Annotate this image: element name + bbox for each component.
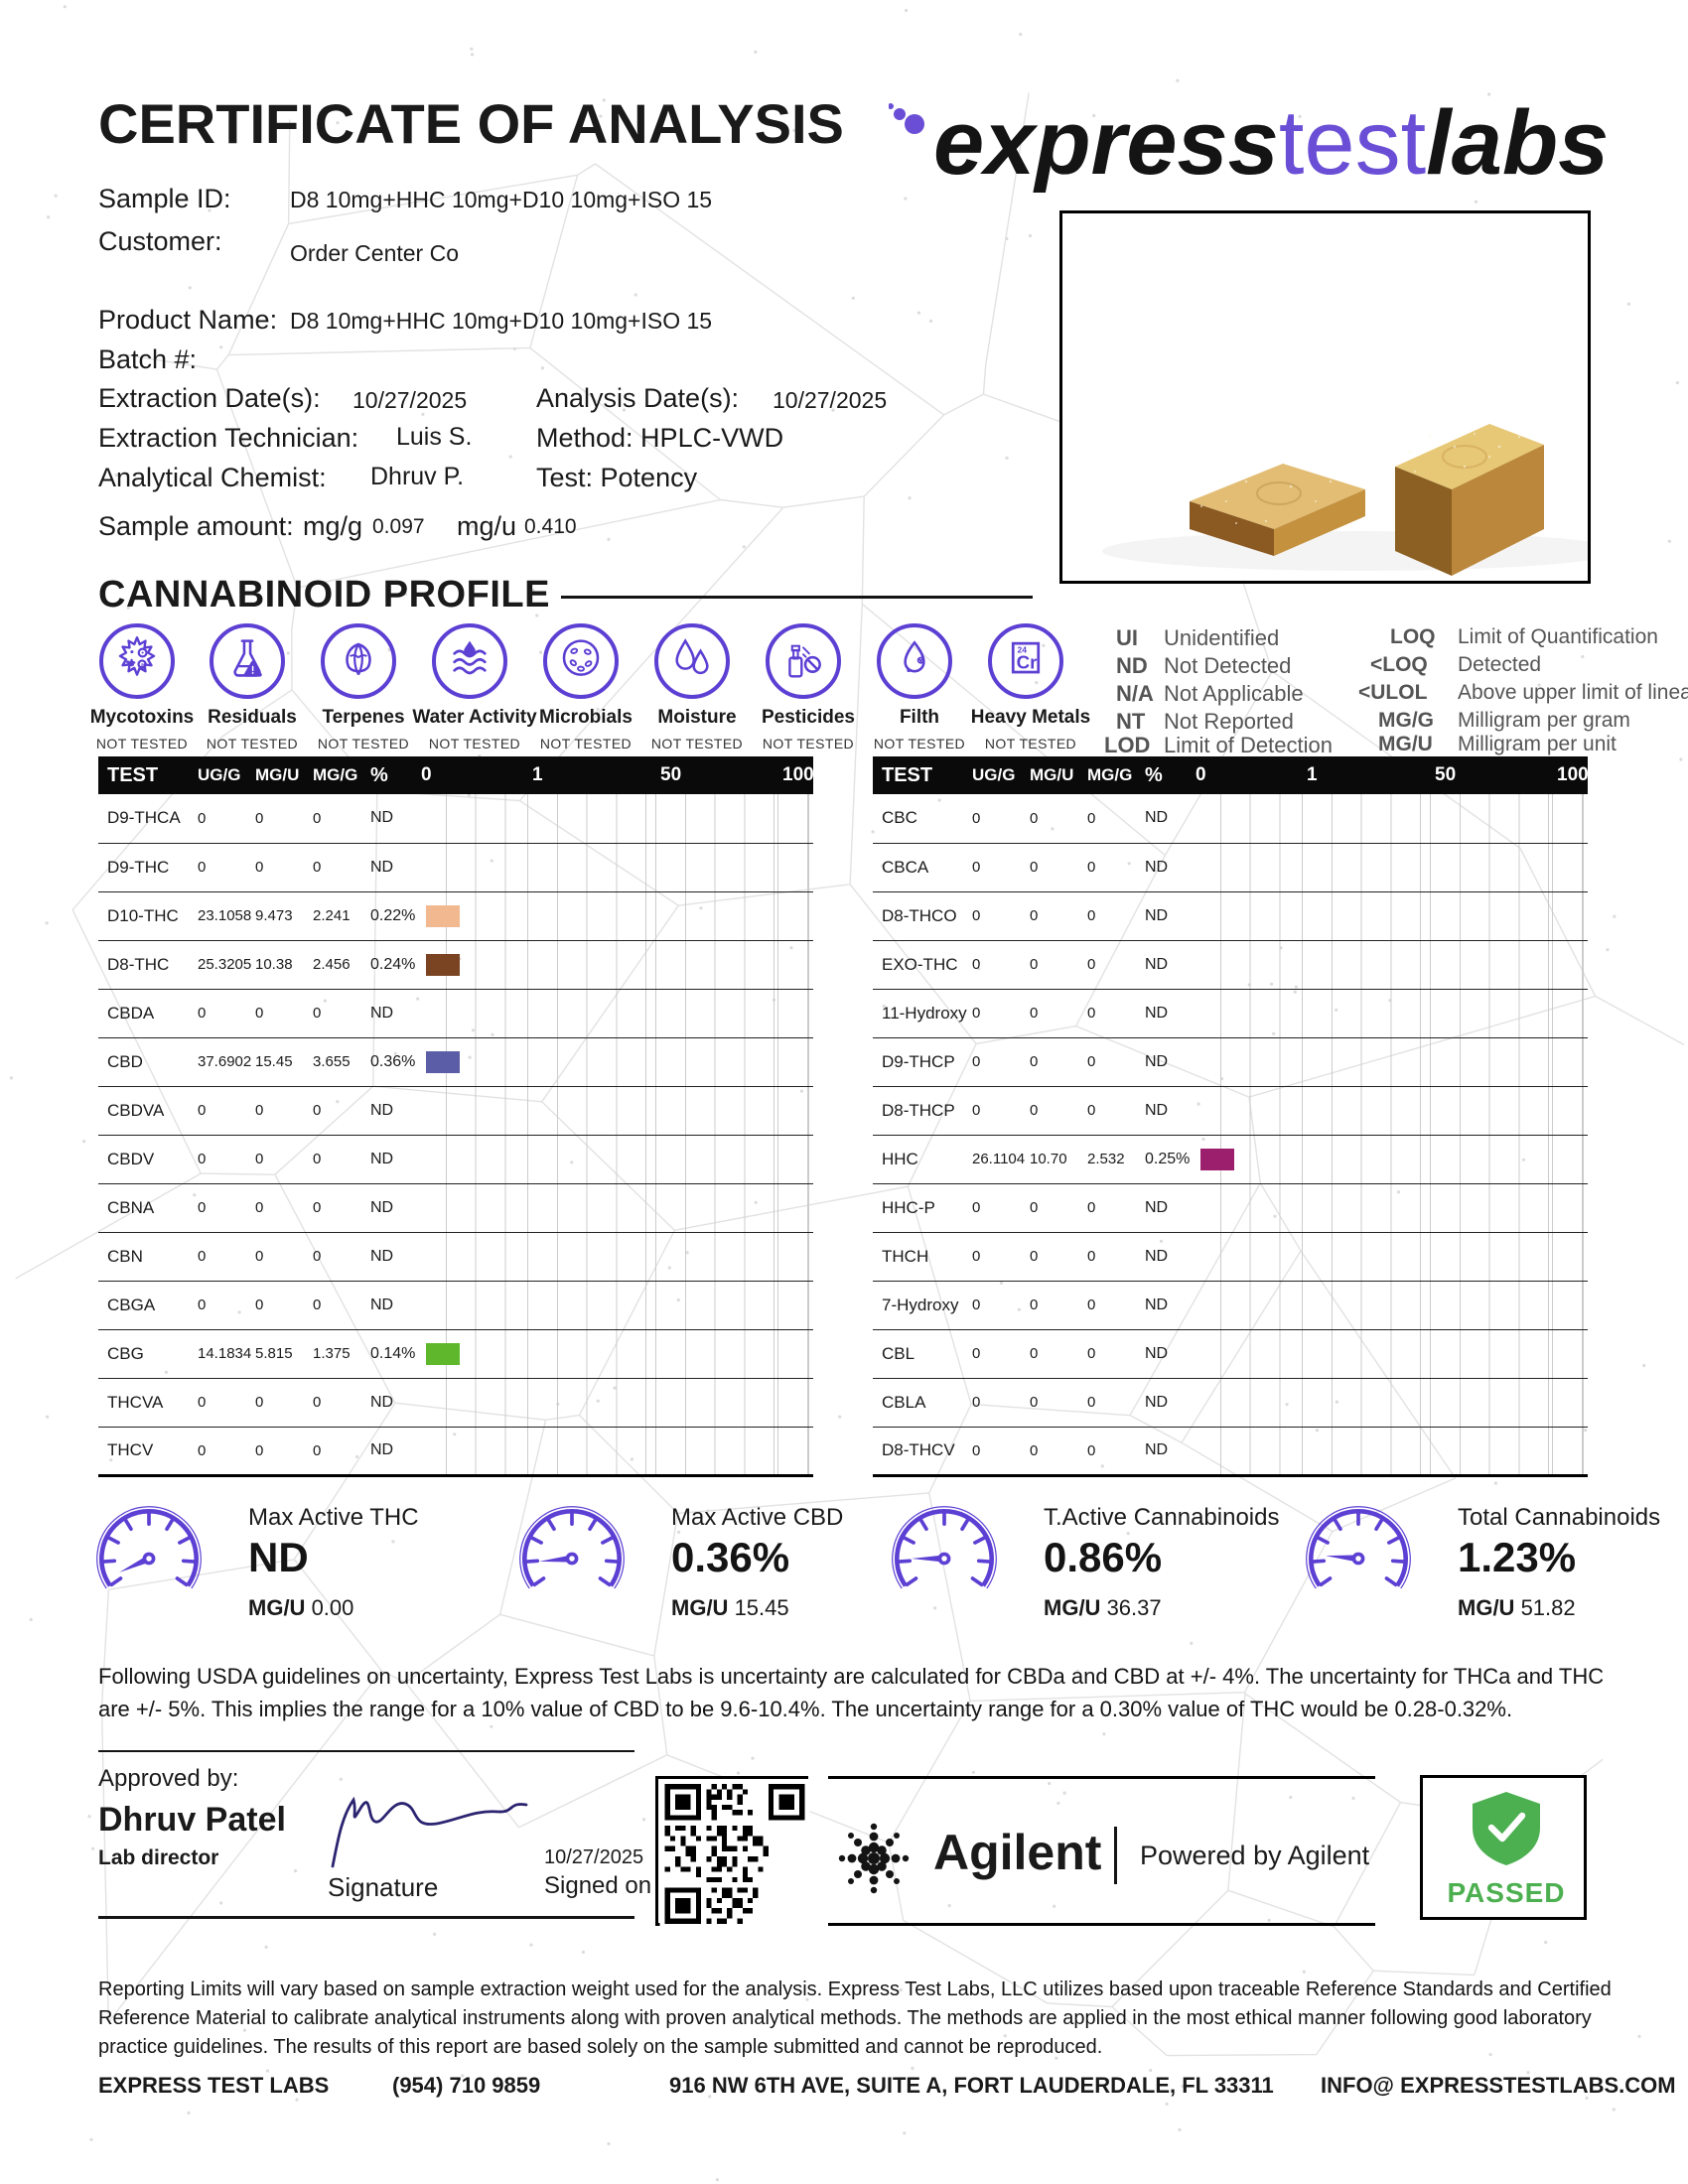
svg-text:Cr: Cr: [1017, 652, 1038, 673]
